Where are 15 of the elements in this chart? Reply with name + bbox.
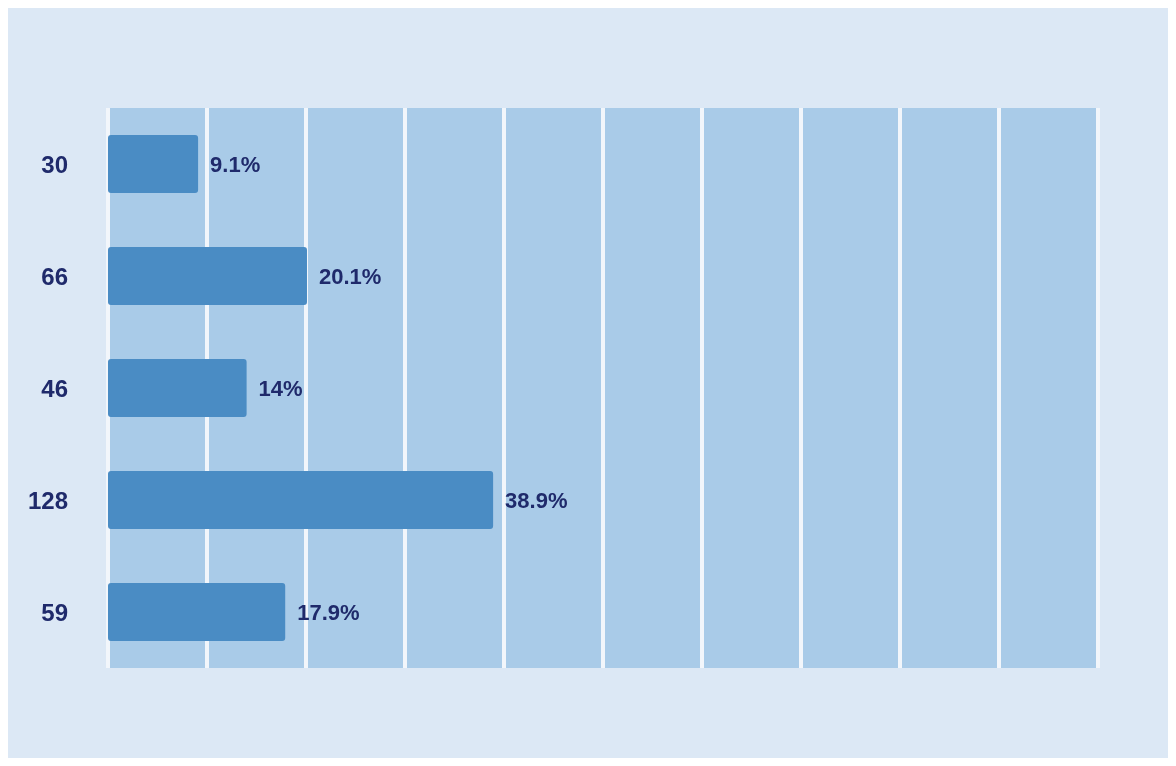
y-tick-label: 66: [41, 262, 68, 290]
y-tick-label: 30: [41, 150, 68, 178]
bar: [108, 359, 247, 417]
y-tick-label: 46: [41, 374, 68, 402]
y-tick-label: 59: [41, 598, 68, 626]
bar: [108, 247, 307, 305]
bar: [108, 583, 286, 641]
data-label: 38.9%: [505, 487, 568, 513]
data-label: 14%: [258, 375, 303, 401]
data-label: 20.1%: [318, 263, 382, 289]
data-label: 17.9%: [297, 599, 360, 625]
y-tick-label: 128: [27, 486, 68, 514]
bar: [108, 135, 199, 193]
data-label: 9.1%: [210, 151, 261, 177]
bar: [108, 471, 494, 529]
